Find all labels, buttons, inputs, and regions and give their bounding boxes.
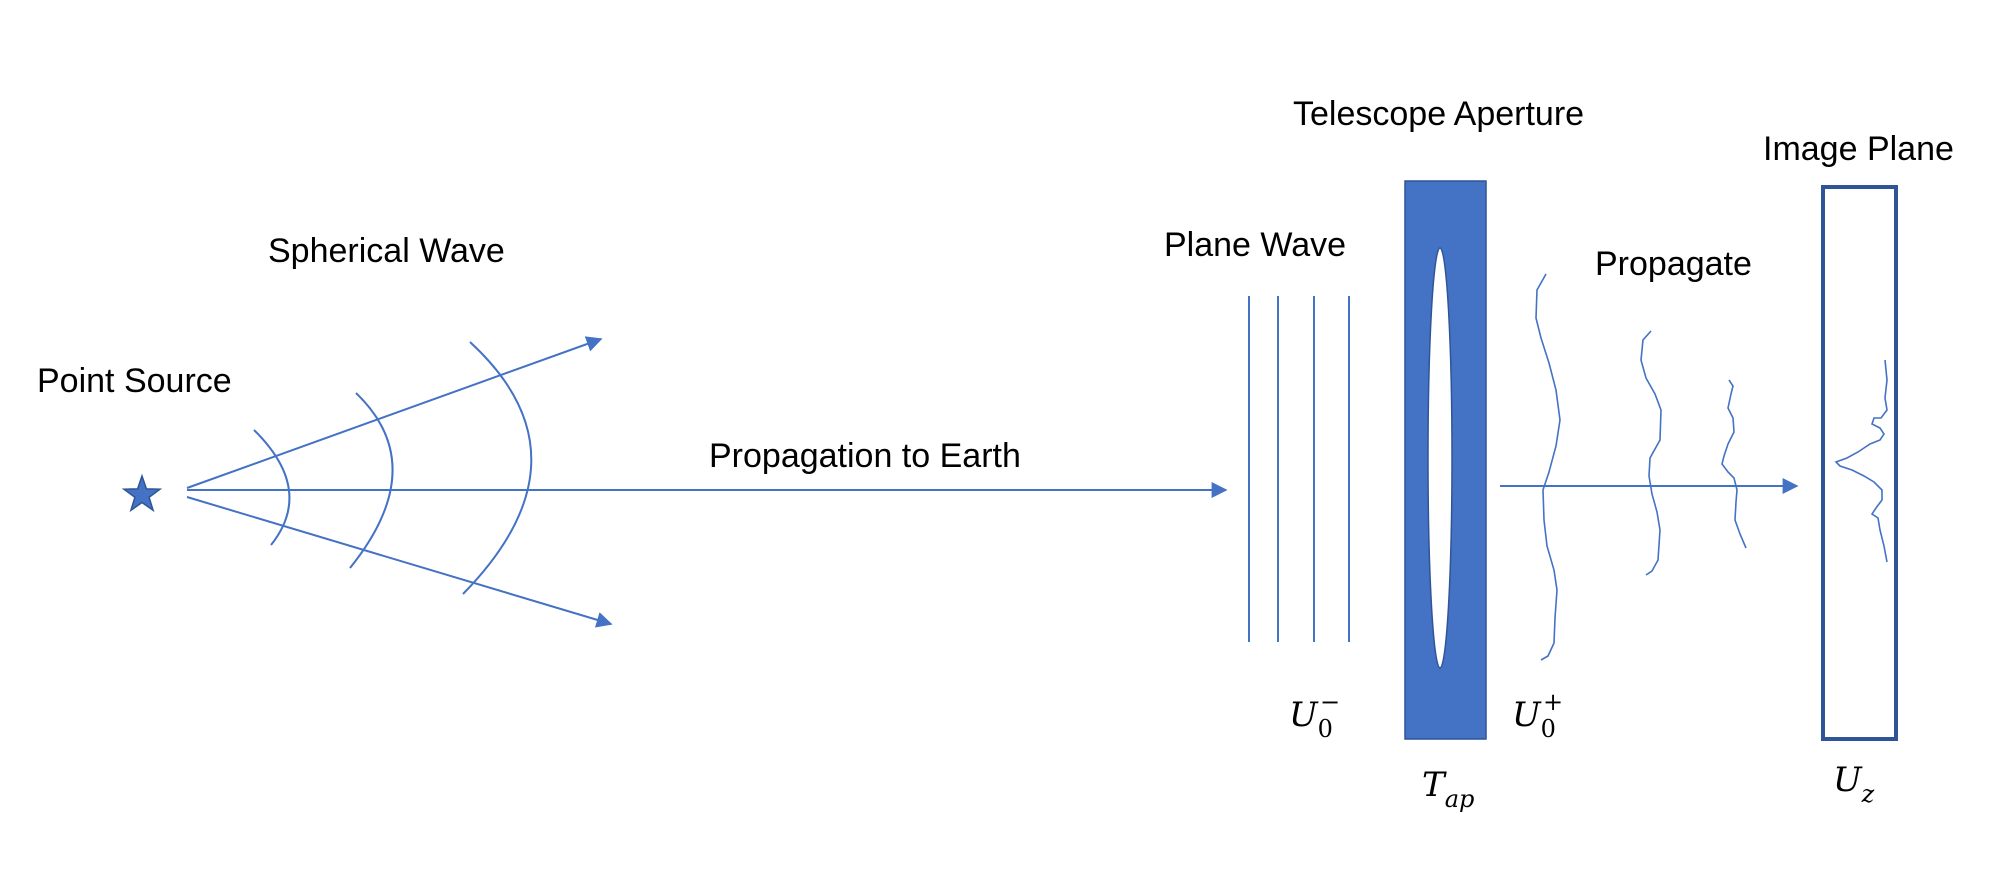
image-intensity-profile: [1834, 359, 1888, 563]
distorted-wavefront-3: [1721, 379, 1747, 549]
image-plane-box: [1821, 185, 1898, 741]
point-source-label: Point Source: [37, 362, 232, 400]
upper-ray-arrow: [186, 336, 603, 489]
t-ap-label: Tap: [1422, 765, 1474, 813]
u-z-label: Uz: [1833, 760, 1875, 808]
propagation-label: Propagation to Earth: [709, 437, 1021, 475]
spherical-wave-label: Spherical Wave: [268, 232, 505, 270]
image-plane-label: Image Plane: [1763, 130, 1954, 168]
distorted-wavefront-2: [1640, 330, 1662, 576]
lower-ray-arrow: [186, 496, 613, 628]
u0-plus-label: U0+: [1512, 688, 1563, 743]
aperture-lens: [1427, 247, 1453, 669]
spherical-wavefront-2: [349, 392, 394, 569]
spherical-wavefront-3: [462, 341, 533, 595]
spherical-wavefront-1: [253, 429, 291, 546]
distorted-wavefront-1: [1535, 273, 1561, 661]
star-icon: [121, 473, 163, 513]
u0-minus-label: U0−: [1289, 688, 1340, 743]
plane-wave-label: Plane Wave: [1164, 226, 1346, 264]
telescope-aperture-label: Telescope Aperture: [1293, 95, 1584, 133]
propagate-label: Propagate: [1595, 245, 1752, 283]
